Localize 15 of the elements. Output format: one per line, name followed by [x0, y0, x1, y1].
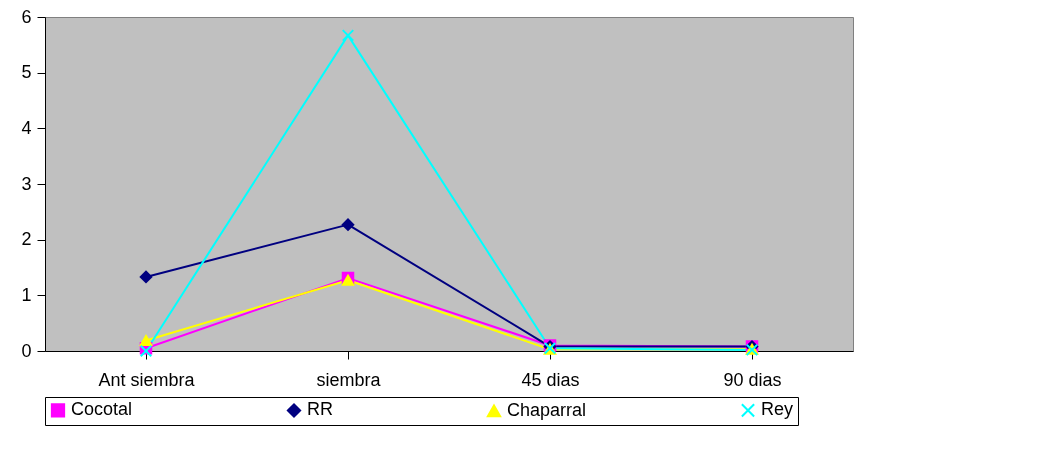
legend-label: Cocotal	[71, 399, 133, 420]
y-tick-label: 1	[21, 284, 32, 305]
y-tick-label: 4	[21, 117, 32, 138]
y-tick-label: 5	[21, 62, 32, 83]
y-tick-label: 0	[21, 340, 32, 361]
y-tick-label: 6	[21, 6, 32, 27]
x-tick-label: Ant siembra	[98, 369, 196, 390]
y-tick-label: 2	[21, 229, 32, 250]
legend-label: RR	[307, 399, 333, 420]
x-tick-label: 90 dias	[723, 369, 782, 390]
x-tick-label: siembra	[316, 369, 382, 390]
legend-label: Chaparral	[507, 399, 587, 420]
y-tick-label: 3	[21, 173, 32, 194]
x-tick-label: 45 dias	[521, 369, 580, 390]
legend-label: Rey	[761, 399, 794, 420]
